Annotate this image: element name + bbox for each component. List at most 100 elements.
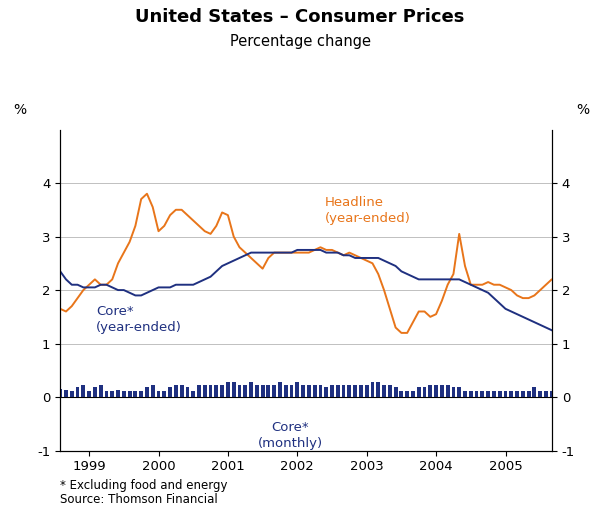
Bar (365, 385, 368, 397)
Bar (400, 391, 403, 397)
Bar (371, 382, 374, 397)
Bar (532, 387, 536, 397)
Text: * Excluding food and energy: * Excluding food and energy (60, 479, 227, 492)
Bar (278, 382, 282, 397)
Bar (139, 391, 143, 397)
Bar (151, 385, 155, 397)
Bar (347, 385, 351, 397)
Bar (76, 387, 79, 397)
Bar (411, 391, 415, 397)
Bar (417, 387, 421, 397)
Bar (226, 382, 230, 397)
Bar (157, 391, 160, 397)
Bar (481, 391, 484, 397)
Bar (163, 391, 166, 397)
Bar (93, 387, 97, 397)
Bar (313, 385, 317, 397)
Bar (562, 391, 565, 397)
Bar (325, 387, 328, 397)
Bar (336, 385, 340, 397)
Bar (295, 382, 299, 397)
Bar (469, 391, 473, 397)
Bar (573, 391, 577, 397)
Bar (70, 391, 74, 397)
Text: Core*
(monthly): Core* (monthly) (258, 421, 323, 450)
Bar (87, 391, 91, 397)
Bar (394, 387, 398, 397)
Bar (255, 385, 259, 397)
Bar (590, 385, 594, 397)
Bar (584, 387, 589, 397)
Bar (544, 391, 548, 397)
Bar (209, 385, 212, 397)
Bar (382, 385, 386, 397)
Bar (596, 385, 600, 397)
Bar (353, 385, 357, 397)
Bar (116, 390, 120, 397)
Bar (527, 391, 530, 397)
Text: %: % (576, 103, 589, 117)
Bar (82, 385, 85, 397)
Bar (428, 385, 432, 397)
Bar (238, 385, 241, 397)
Bar (272, 385, 276, 397)
Text: %: % (13, 103, 26, 117)
Bar (388, 385, 392, 397)
Bar (203, 385, 206, 397)
Text: Percentage change: Percentage change (229, 34, 371, 49)
Bar (260, 385, 265, 397)
Bar (446, 385, 449, 397)
Bar (301, 385, 305, 397)
Bar (290, 385, 293, 397)
Bar (249, 382, 253, 397)
Bar (538, 391, 542, 397)
Bar (556, 391, 559, 397)
Bar (128, 391, 131, 397)
Bar (284, 385, 287, 397)
Bar (452, 387, 455, 397)
Bar (266, 385, 270, 397)
Bar (185, 387, 190, 397)
Bar (307, 385, 311, 397)
Bar (463, 391, 467, 397)
Bar (503, 391, 508, 397)
Bar (145, 387, 149, 397)
Bar (422, 387, 427, 397)
Bar (359, 385, 363, 397)
Bar (174, 385, 178, 397)
Bar (180, 385, 184, 397)
Bar (486, 391, 490, 397)
Bar (214, 385, 218, 397)
Bar (330, 385, 334, 397)
Bar (197, 385, 201, 397)
Bar (232, 382, 236, 397)
Text: Headline
(year-ended): Headline (year-ended) (325, 196, 411, 225)
Bar (191, 391, 195, 397)
Bar (440, 385, 444, 397)
Bar (434, 385, 438, 397)
Bar (133, 391, 137, 397)
Bar (319, 385, 322, 397)
Bar (579, 391, 583, 397)
Text: United States – Consumer Prices: United States – Consumer Prices (136, 8, 464, 26)
Bar (341, 385, 346, 397)
Bar (122, 391, 126, 397)
Bar (64, 390, 68, 397)
Bar (244, 385, 247, 397)
Bar (104, 391, 109, 397)
Bar (475, 391, 478, 397)
Bar (509, 391, 513, 397)
Text: Source: Thomson Financial: Source: Thomson Financial (60, 493, 218, 506)
Bar (567, 391, 571, 397)
Bar (168, 387, 172, 397)
Bar (457, 387, 461, 397)
Bar (376, 382, 380, 397)
Bar (521, 391, 525, 397)
Bar (58, 388, 62, 397)
Bar (220, 385, 224, 397)
Text: Core*
(year-ended): Core* (year-ended) (96, 305, 182, 334)
Bar (492, 391, 496, 397)
Bar (515, 391, 519, 397)
Bar (550, 391, 554, 397)
Bar (110, 391, 114, 397)
